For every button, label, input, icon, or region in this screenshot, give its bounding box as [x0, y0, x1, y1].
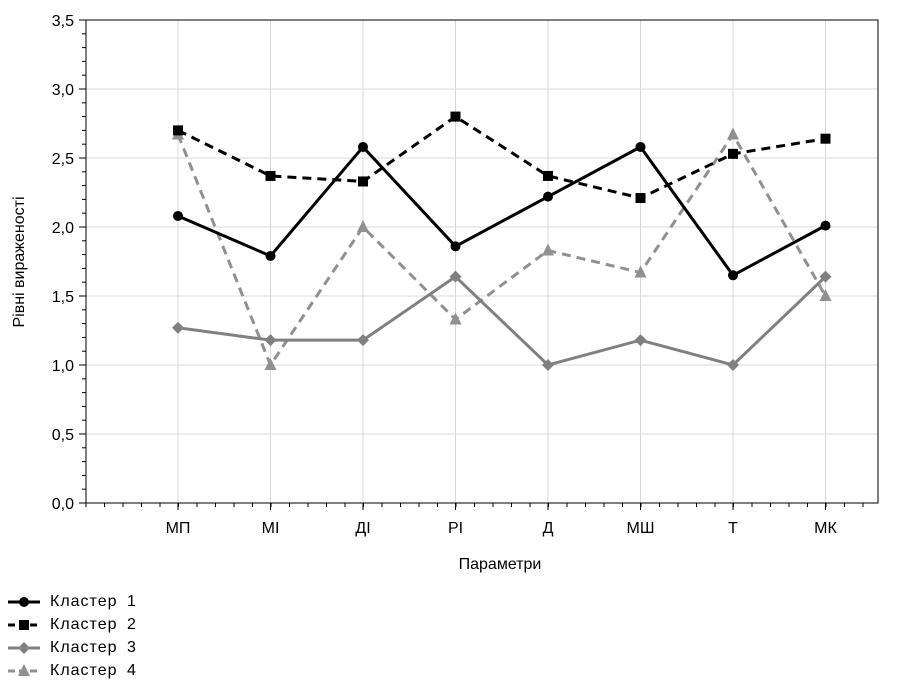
line-chart: 0,00,51,01,52,02,53,03,5 МП МІ ДІ РІ Д МШ Т МК …: [11, 13, 879, 573]
x-tick-label: ДІ: [355, 520, 370, 537]
legend-swatch-marker: [19, 619, 29, 630]
y-tick-label: 1,5: [52, 289, 74, 306]
x-tick-label: МК: [814, 520, 837, 537]
series-2-point: [450, 111, 461, 122]
series-3-point: [542, 359, 554, 371]
y-tick-label: 0,5: [52, 427, 74, 444]
series-2-point: [265, 170, 276, 181]
legend-label-2: Кластер 2: [50, 615, 137, 633]
series-3-point: [449, 270, 462, 283]
legend-label-3: Кластер 3: [50, 638, 137, 656]
y-tick-label: 0,0: [52, 496, 74, 513]
x-tick-label: РІ: [448, 520, 463, 537]
series-4-line: [176, 131, 827, 369]
legend-label-4: Кластер 4: [50, 661, 137, 679]
series-3-point: [634, 334, 647, 347]
y-tick-label: 2,0: [52, 220, 74, 237]
legend-item-4: Кластер 4: [6, 659, 137, 682]
y-tick-label: 1,0: [52, 358, 74, 375]
x-axis-title: Параметри: [459, 556, 542, 573]
x-tick-label: МП: [166, 520, 191, 537]
series-3: [172, 270, 832, 371]
legend-swatch-marker: [18, 663, 30, 676]
series-3-point: [727, 359, 739, 371]
legend-item-1: Кластер 1: [6, 590, 137, 613]
y-tick-label: 3,5: [52, 13, 74, 30]
series-group: [172, 111, 832, 371]
legend-item-2: Кластер 2: [6, 613, 137, 636]
x-tick-label: Д: [543, 520, 554, 537]
x-tick-label: МІ: [262, 520, 280, 537]
series-2-point: [728, 148, 738, 159]
series-2-point: [358, 176, 368, 187]
series-2-point: [173, 125, 183, 136]
series-4-point: [542, 243, 554, 256]
grid-lines: [86, 20, 878, 503]
series-1-point: [358, 141, 368, 152]
series-4-point: [727, 127, 739, 140]
legend-label-1: Кластер 1: [50, 592, 137, 610]
y-axis-title: Рівні вираженості: [11, 196, 28, 327]
series-4-point: [449, 312, 462, 325]
series-3-line: [177, 274, 827, 367]
series-1-line: [177, 144, 827, 278]
series-3-point: [819, 270, 832, 283]
legend-item-3: Кластер 3: [6, 636, 137, 659]
legend-swatch-marker: [19, 596, 29, 607]
series-1-point: [450, 241, 461, 252]
x-axis: МП МІ ДІ РІ Д МШ Т МК: [85, 503, 864, 537]
series-2-line: [177, 114, 826, 200]
y-tick-label: 2,5: [52, 151, 74, 168]
plot-frame: [85, 19, 879, 504]
x-tick-label: Т: [728, 520, 738, 537]
series-4-point: [634, 265, 647, 278]
y-tick-label: 3,0: [52, 82, 74, 99]
series-1-point: [265, 250, 276, 261]
legend-swatch-2: [8, 619, 40, 630]
series-3-point: [264, 334, 277, 347]
series-3-point: [172, 321, 184, 334]
legend-swatch-1: [8, 596, 40, 607]
series-2-point: [543, 170, 553, 181]
series-2-point: [635, 193, 646, 204]
series-1: [173, 141, 831, 281]
legend-swatch-marker: [18, 641, 30, 654]
series-2: [173, 111, 831, 204]
x-tick-label: МШ: [627, 520, 655, 537]
series-4-point: [819, 289, 832, 301]
series-1-point: [728, 270, 738, 281]
series-3-point: [357, 334, 369, 347]
series-1-point: [635, 141, 646, 152]
series-1-point: [173, 210, 183, 221]
series-1-point: [820, 220, 831, 231]
legend-swatch-4: [8, 663, 40, 676]
series-2-point: [820, 133, 831, 144]
series-4-point: [357, 220, 369, 232]
y-axis: 0,0 0,5 1,0 1,5 2,0 2,5 3,0 3,5: [52, 13, 86, 513]
legend-swatch-3: [8, 641, 40, 654]
series-4-point: [264, 358, 277, 370]
series-1-point: [543, 191, 553, 202]
legend: Кластер 1 Кластер 2 Кластер 3 Кластер 4: [6, 590, 137, 682]
